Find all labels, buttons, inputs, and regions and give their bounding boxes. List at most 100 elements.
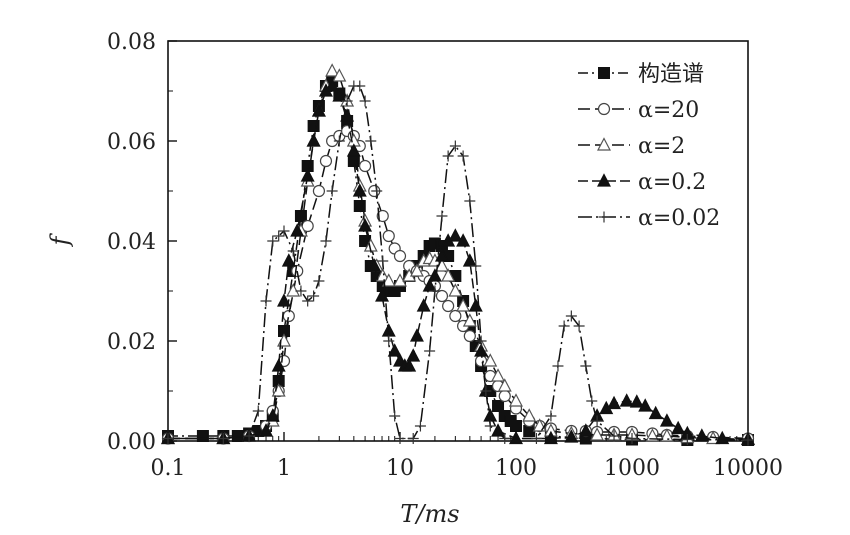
data-point — [434, 248, 449, 262]
data-point — [598, 67, 610, 79]
data-point — [414, 420, 426, 432]
x-tick-label: 1 — [277, 456, 291, 481]
data-point — [332, 88, 347, 102]
data-point — [629, 394, 644, 408]
data-point — [402, 358, 417, 372]
data-point — [371, 185, 383, 197]
data-point — [510, 420, 522, 432]
data-point — [291, 264, 304, 278]
data-point — [381, 273, 396, 287]
data-point — [671, 420, 686, 435]
data-point — [259, 423, 274, 437]
data-point — [306, 133, 321, 147]
data-point — [393, 249, 407, 263]
data-point — [308, 290, 320, 302]
data-point — [448, 283, 463, 297]
data-point — [435, 289, 449, 303]
data-point — [715, 430, 730, 445]
data-point — [462, 313, 477, 327]
data-point — [265, 408, 280, 422]
data-point — [483, 353, 498, 367]
data-point — [387, 343, 402, 357]
data-point — [591, 415, 603, 427]
data-point — [377, 255, 389, 267]
data-point — [300, 168, 315, 182]
data-point — [394, 433, 406, 444]
data-point — [358, 159, 372, 173]
data-point — [325, 78, 340, 92]
data-point — [597, 137, 611, 151]
data-point — [492, 400, 505, 412]
data-point — [499, 433, 511, 444]
y-tick-label: 0.06 — [107, 130, 156, 155]
y-tick-label: 0.08 — [107, 30, 156, 55]
data-point — [319, 154, 333, 168]
data-point — [590, 427, 605, 441]
data-point — [273, 230, 285, 242]
data-point — [252, 405, 264, 417]
legend-label: α=0.02 — [638, 206, 720, 231]
data-point — [509, 393, 523, 407]
data-point — [424, 345, 436, 357]
x-tick-label: 10 — [386, 456, 414, 481]
data-point — [281, 253, 296, 267]
x-tick-label: 10000 — [713, 456, 783, 481]
data-point — [607, 395, 622, 410]
data-point — [648, 405, 663, 420]
data-point — [243, 430, 255, 442]
data-point — [475, 335, 487, 347]
data-point — [597, 173, 611, 187]
legend-item: α=2 — [578, 134, 685, 159]
data-point — [353, 200, 366, 212]
data-point — [389, 410, 401, 422]
x-tick-label: 0.1 — [151, 456, 186, 481]
legend: 构造谱 α=20 α=2 α=0.2 α=0.02 — [572, 56, 742, 234]
data-point — [449, 309, 462, 323]
data-point — [290, 223, 305, 237]
data-point — [313, 275, 325, 287]
data-point — [457, 150, 469, 162]
data-point — [586, 395, 598, 407]
data-point — [295, 285, 307, 297]
y-tick-label: 0.02 — [107, 330, 156, 355]
data-point — [162, 433, 174, 444]
data-point — [497, 378, 512, 392]
data-point — [491, 368, 506, 382]
data-point — [448, 228, 463, 242]
data-point — [341, 95, 353, 107]
data-point — [409, 328, 424, 342]
data-point — [325, 63, 340, 77]
data-point — [484, 420, 496, 432]
data-point — [456, 233, 471, 247]
x-tick-label: 100 — [495, 456, 537, 481]
data-point — [565, 310, 577, 322]
data-point — [742, 434, 754, 446]
data-point — [376, 209, 389, 223]
data-point — [346, 143, 361, 157]
data-point — [320, 235, 332, 247]
data-point — [578, 423, 593, 437]
legend-item: α=0.02 — [578, 206, 720, 231]
data-point — [681, 434, 693, 445]
data-point — [409, 263, 424, 277]
legend-label: α=0.2 — [638, 170, 706, 195]
data-point — [287, 245, 299, 257]
data-point — [375, 268, 390, 282]
data-point — [474, 343, 489, 357]
data-point — [196, 430, 209, 442]
data-point — [580, 360, 592, 372]
data-point — [260, 295, 272, 307]
data-point — [462, 253, 477, 267]
data-point — [365, 135, 377, 147]
data-point — [530, 433, 542, 444]
data-point — [359, 95, 371, 107]
data-point — [311, 103, 326, 117]
data-point — [694, 428, 709, 442]
data-point — [217, 433, 229, 444]
data-point — [383, 335, 395, 347]
data-point — [406, 348, 421, 362]
data-point — [367, 258, 382, 272]
data-point — [436, 210, 448, 222]
data-point — [312, 184, 326, 198]
